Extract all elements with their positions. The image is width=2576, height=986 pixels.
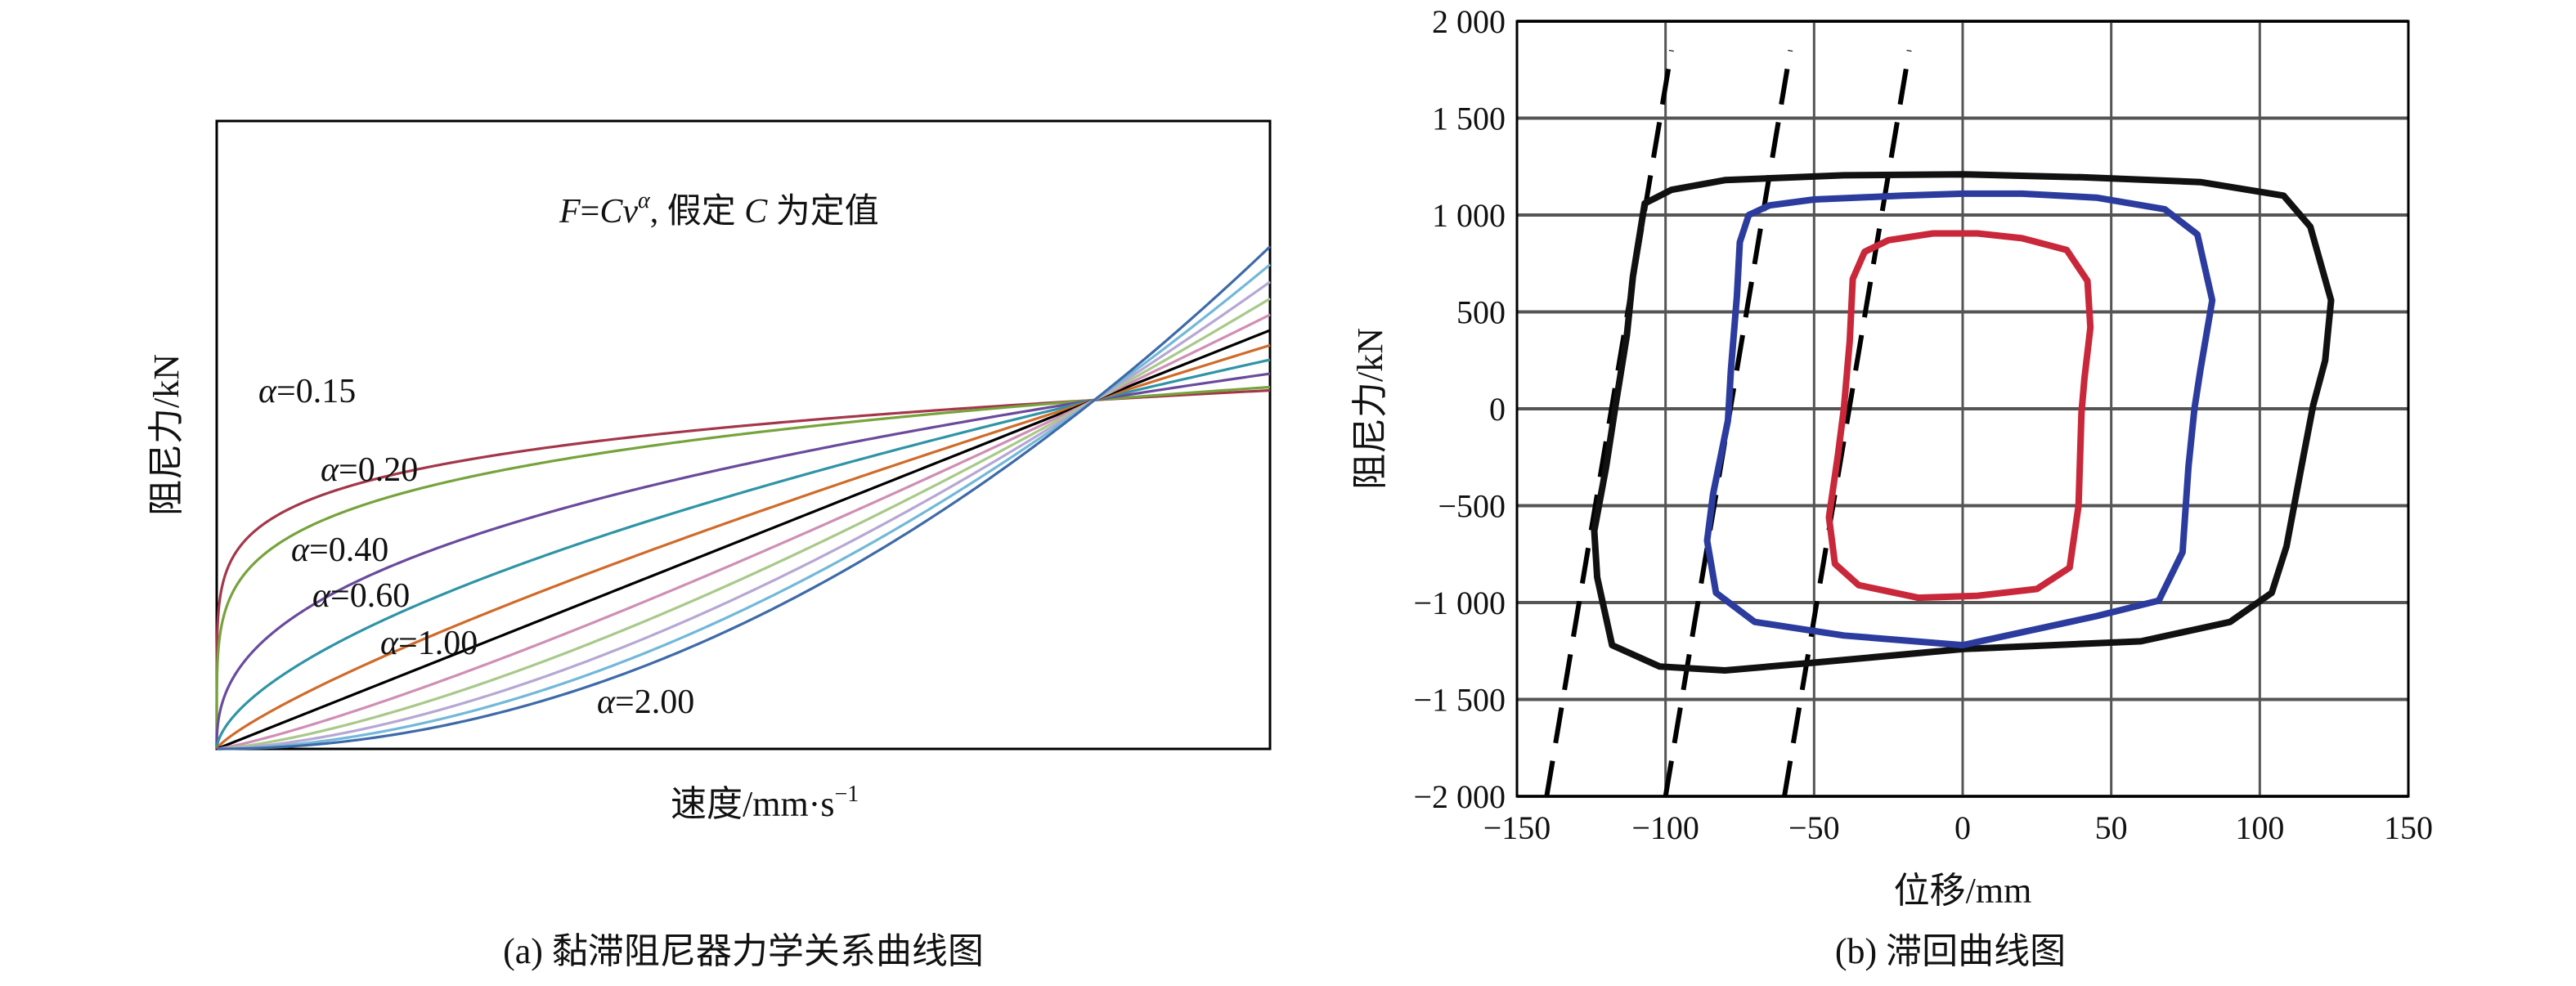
panel-a-ylabel: 阻尼力/kN (146, 354, 186, 516)
panel-b-ytick-label-4: 0 (1489, 391, 1506, 428)
panel-a-series-line-9 (217, 263, 1272, 751)
panel-a-series-line-2 (215, 372, 1271, 749)
panel-b-ytick-label-3: 500 (1456, 294, 1506, 331)
panel-a-series-line-1 (215, 385, 1271, 749)
panel-b-dashed-line-0 (1544, 50, 1674, 797)
panel-b-dashed-line-2 (1782, 50, 1912, 797)
panel-a-viscous-damper-chart: F=Cvα, 假定 C 为定值 α=0.15 α=0.20 α=0.40 α=0.60… (146, 119, 1272, 971)
panel-a-series-label-10: α=2.00 (597, 683, 694, 721)
panel-b-loop-1 (1703, 190, 2216, 649)
panel-b-loops (1591, 171, 2335, 674)
panel-b-ytick-label-5: −500 (1438, 488, 1506, 525)
panel-a-series-label-3: α=0.60 (312, 577, 410, 615)
panel-b-xtick-label-4: 50 (2095, 809, 2128, 846)
panel-b-xtick-label-2: −50 (1788, 809, 1840, 846)
panel-a-series-line-10 (217, 245, 1272, 751)
panel-b-ytick-label-2: 1 000 (1432, 197, 1506, 234)
panel-b-xtick-label-1: −100 (1631, 809, 1699, 846)
panel-b-loop-0 (1591, 171, 2335, 674)
panel-a-series-line-8 (217, 280, 1271, 751)
panel-a-series-line-7 (217, 297, 1271, 751)
panel-b-ytick-label-7: −1 500 (1413, 682, 1506, 719)
panel-a-series-label-2: α=0.40 (291, 531, 388, 569)
panel-b-ytick-label-6: −1 000 (1413, 585, 1506, 621)
panel-a-series-line-0 (215, 388, 1271, 749)
panel-b-plot-frame (1515, 20, 2410, 798)
panel-b-xlabel: 位移/mm (1894, 871, 2032, 911)
panel-a-series-labels: α=0.15 α=0.20 α=0.40 α=0.60 α=1.00 α=2.00 (258, 373, 694, 721)
panel-b-grid (1515, 20, 2410, 798)
panel-b-xtick-label-5: 100 (2235, 809, 2284, 846)
panel-b-ytick-label-1: 1 500 (1432, 101, 1506, 137)
panel-b-ytick-label-8: −2 000 (1413, 778, 1506, 815)
panel-b-loop-2 (1825, 230, 2094, 602)
panel-b-ylabel: 阻尼力/kN (1350, 328, 1390, 490)
panel-a-series-line-5 (216, 329, 1271, 751)
panel-b-xtick-label-3: 0 (1954, 809, 1971, 846)
panel-a-xlabel: 速度/mm·s−1 (671, 782, 859, 824)
panel-a-series-line-4 (215, 343, 1271, 750)
panel-b-ytick-label-0: 2 000 (1432, 3, 1506, 40)
panel-a-series-label-1: α=0.20 (321, 451, 418, 489)
panel-b-xtick-labels: −150 −100 −50 0 50 100 150 (1483, 809, 2433, 846)
panel-b-ytick-labels: 2 000 1 500 1 000 500 0 −500 −1 000 −1 500 −2 00… (1413, 3, 1506, 815)
panel-a-curves (215, 245, 1272, 751)
panel-b-caption: (b) 滞回曲线图 (1835, 931, 2066, 971)
panel-b-xtick-label-0: −150 (1483, 809, 1551, 846)
panel-a-plot-frame (215, 119, 1272, 751)
panel-a-series-label-0: α=0.15 (258, 373, 356, 410)
panel-a-series-line-3 (215, 358, 1271, 749)
panel-a-caption: (a) 黏滞阻尼器力学关系曲线图 (503, 931, 984, 971)
panel-a-series-label-5: α=1.00 (380, 625, 478, 662)
panel-a-series-line-6 (216, 313, 1271, 751)
panel-b-xtick-label-6: 150 (2384, 809, 2433, 846)
panel-a-annotation: F=Cvα, 假定 C 为定值 (559, 188, 879, 231)
